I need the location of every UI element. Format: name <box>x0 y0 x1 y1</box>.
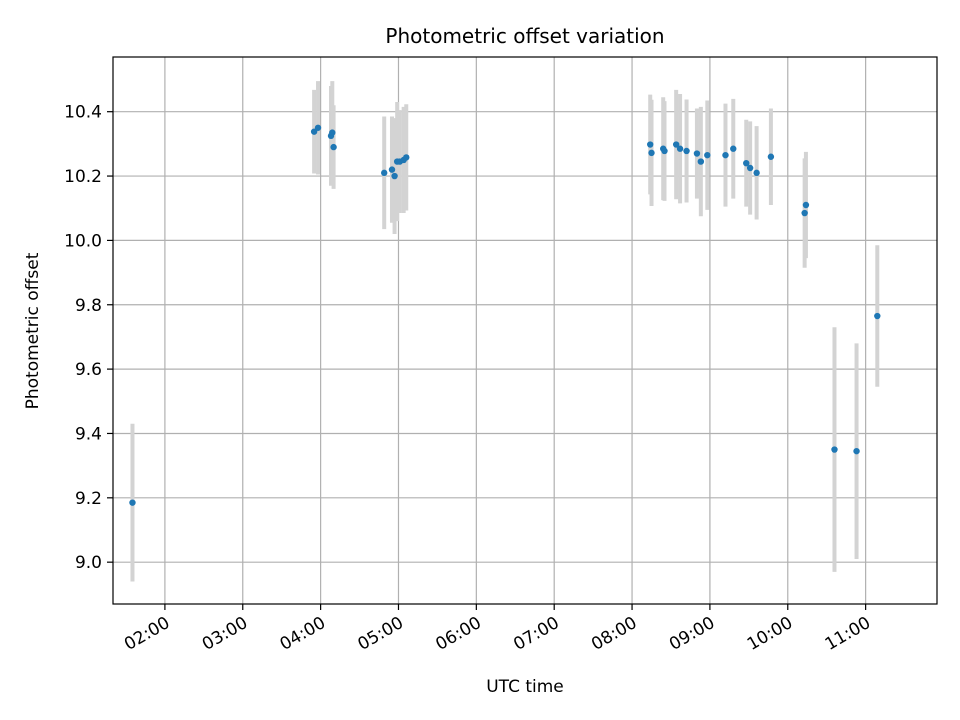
grid <box>113 57 937 604</box>
data-point <box>683 147 690 155</box>
plot-frame <box>112 56 938 605</box>
data-point <box>704 151 711 159</box>
data-point <box>801 209 808 217</box>
data-point <box>693 150 701 157</box>
data-point <box>381 169 388 177</box>
data-point <box>314 124 322 131</box>
data-point <box>874 312 881 320</box>
data-point <box>697 158 705 165</box>
data-point <box>329 129 336 136</box>
y-tick-label: 9.2 <box>75 489 102 509</box>
data-points <box>129 124 881 506</box>
y-axis-label: Photometric offset <box>23 252 43 409</box>
y-tick-label: 10.0 <box>64 231 102 251</box>
data-point <box>391 172 398 180</box>
data-point <box>743 159 750 167</box>
data-point <box>767 153 775 160</box>
data-point <box>802 201 810 209</box>
y-tick-label: 10.2 <box>64 167 102 187</box>
data-point <box>672 141 680 148</box>
data-point <box>129 499 136 506</box>
data-point <box>730 145 737 152</box>
data-point <box>676 145 684 152</box>
x-axis-label: UTC time <box>486 677 564 697</box>
y-axis: 9.0 9.2 9.4 9.6 9.8 10.0 10.2 10.4 <box>64 103 113 573</box>
y-tick-label: 10.4 <box>64 103 102 123</box>
y-tick-label: 9.4 <box>75 424 102 444</box>
data-point <box>753 169 760 177</box>
data-point <box>661 147 668 155</box>
y-tick-label: 9.6 <box>75 360 102 380</box>
data-point <box>648 149 655 157</box>
data-point <box>310 128 318 135</box>
data-point <box>388 166 396 173</box>
y-tick-label: 9.0 <box>75 553 102 573</box>
data-point <box>831 446 838 453</box>
data-point <box>722 151 729 159</box>
y-tick-label: 9.8 <box>75 296 102 316</box>
data-point <box>746 164 754 172</box>
chart-title: Photometric offset variation <box>385 24 664 48</box>
data-point <box>403 154 410 161</box>
data-point <box>647 141 654 148</box>
data-point <box>330 143 337 151</box>
data-point <box>853 447 860 455</box>
